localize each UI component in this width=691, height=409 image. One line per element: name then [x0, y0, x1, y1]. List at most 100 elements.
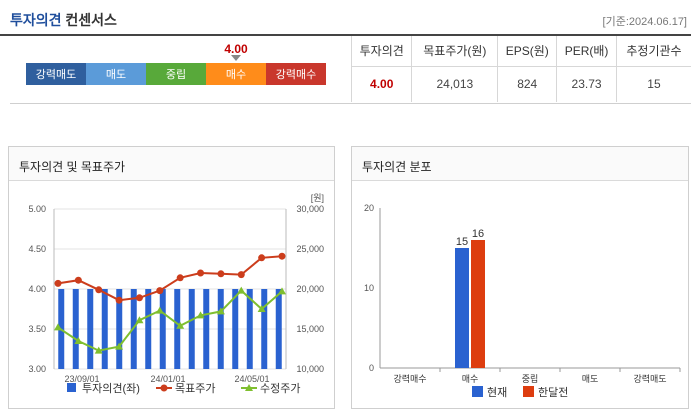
x-tick-label: 24/05/01 [234, 374, 269, 384]
target-price-point [197, 269, 205, 277]
y-tick-label: 0 [369, 363, 374, 373]
consensus-table-cell: 4.00 [350, 66, 412, 102]
section-title-main: 투자의견 [10, 12, 62, 28]
legend-swatch [523, 386, 534, 397]
opinion-scale-segment: 매도 [86, 63, 146, 85]
opinion-bar [217, 289, 224, 369]
adjusted-price-point [155, 306, 164, 314]
opinion-bar [232, 289, 239, 369]
consensus-table-header-cell: 투자의견 [350, 36, 412, 67]
y-left-tick-label: 5.00 [28, 204, 46, 214]
adjusted-price-point [237, 286, 246, 294]
bar-value-label: 16 [472, 228, 484, 240]
opinion-target-price-chart: 5.00 4.50 4.00 3.50 3.00 30,000 25,000 20,000 15… [28, 193, 324, 395]
target-price-point [95, 286, 103, 294]
y-right-tick-label: 20,000 [296, 284, 324, 294]
target-price-point [156, 287, 164, 295]
target-price-line [57, 255, 283, 302]
category-label: 강력매수 [393, 373, 426, 384]
consensus-header: 투자의견 컨센서스 [기준:2024.06.17] [0, 0, 691, 36]
legend-swatch [67, 383, 76, 392]
panel-title: 투자의견 및 목표주가 [9, 147, 334, 181]
consensus-table-header-cell: 추정기관수 [615, 36, 691, 67]
consensus-score-pointer-icon [231, 55, 241, 61]
opinion-distribution-panel: 투자의견 분포 20 10 0 강력매수 매수 15 16 중립 매도 강력매도 현재 한달전 [351, 146, 689, 409]
consensus-table-cell: 15 [615, 66, 691, 102]
adjusted-price-point [176, 321, 185, 329]
legend-label: 투자의견(좌) [82, 382, 140, 395]
target-price-point [54, 279, 62, 287]
legend-label: 목표주가 [175, 382, 215, 395]
adjusted-price-point [94, 346, 103, 354]
distribution-bar [455, 248, 469, 368]
category-label: 매도 [582, 374, 599, 384]
x-tick-label: 24/01/01 [150, 374, 185, 384]
target-price-point [278, 252, 286, 260]
opinion-scale: 강력매도 매도 중립 매수 강력매수 [26, 63, 326, 85]
opinion-bar [145, 289, 152, 369]
consensus-table-cell: 24,013 [411, 66, 498, 102]
consensus-score-marker-value: 4.00 [224, 42, 248, 56]
target-price-point [217, 270, 225, 278]
adjusted-price-point [196, 311, 205, 319]
opinion-bar [203, 289, 210, 369]
consensus-table-cell: 824 [497, 66, 557, 102]
panel-title: 투자의견 분포 [352, 147, 688, 181]
adjusted-price-point [74, 337, 83, 344]
opinion-bar [188, 289, 195, 369]
legend-label: 수정주가 [260, 382, 300, 395]
adjusted-price-point [257, 305, 266, 312]
y-left-tick-label: 4.50 [28, 244, 46, 254]
consensus-table: 투자의견 목표주가(원) EPS(원) PER(배) 추정기관수 4.00 24,013 8… [350, 36, 691, 102]
category-label: 중립 [522, 374, 539, 384]
consensus-summary: 4.00 강력매도 매도 중립 매수 강력매수 투자의견 목표주가(원) EPS(원) PER… [10, 36, 691, 104]
legend-swatch [160, 384, 168, 392]
opinion-bar [261, 289, 268, 369]
adjusted-price-point [135, 316, 144, 324]
category-label: 강력매도 [633, 373, 666, 384]
adjusted-price-line [57, 289, 283, 352]
opinion-scale-segment: 매수 [206, 63, 266, 85]
opinion-bar [246, 289, 253, 369]
opinion-bar [72, 289, 79, 369]
y-right-tick-label: 15,000 [296, 324, 324, 334]
adjusted-price-point [278, 287, 286, 295]
consensus-table-header-cell: 목표주가(원) [411, 36, 498, 67]
section-title-sub: 컨센서스 [65, 12, 117, 28]
adjusted-price-point [115, 342, 124, 350]
opinion-target-price-panel: 투자의견 및 목표주가 5.00 4.50 4.00 3.50 3.00 30,000 25… [8, 146, 335, 409]
legend-label: 현재 [487, 386, 507, 399]
reference-date: [기준:2024.06.17] [602, 16, 687, 28]
y-left-tick-label: 3.50 [28, 324, 46, 334]
target-price-point [237, 271, 245, 279]
opinion-bar [275, 289, 282, 369]
consensus-table-header: 투자의견 목표주가(원) EPS(원) PER(배) 추정기관수 [350, 36, 691, 67]
target-price-point [135, 294, 143, 302]
target-price-point [74, 276, 82, 284]
y-right-tick-label: 25,000 [296, 244, 324, 254]
y-left-tick-label: 3.00 [28, 364, 46, 374]
target-price-point [115, 296, 123, 304]
consensus-table-header-cell: PER(배) [556, 36, 617, 67]
legend-label: 한달전 [538, 386, 568, 399]
opinion-scale-segment: 강력매도 [26, 63, 86, 85]
consensus-table-header-cell: EPS(원) [497, 36, 557, 67]
target-price-point [258, 254, 266, 262]
category-label: 매수 [462, 374, 479, 384]
consensus-table-row: 4.00 24,013 824 23.73 15 [350, 66, 691, 102]
legend-swatch [472, 386, 483, 397]
opinion-bar [159, 289, 166, 369]
opinion-bar [116, 289, 123, 369]
section-title: 투자의견 컨센서스 [10, 10, 117, 30]
x-tick-label: 23/09/01 [64, 374, 99, 384]
adjusted-price-point [216, 307, 225, 315]
opinion-scale-segment: 강력매수 [266, 63, 326, 85]
y-right-unit-label: [원] [311, 193, 324, 203]
adjusted-price-point [54, 323, 62, 331]
opinion-bar [174, 289, 181, 369]
consensus-table-cell: 23.73 [556, 66, 617, 102]
target-price-point [176, 274, 184, 282]
y-right-tick-label: 10,000 [296, 364, 324, 374]
y-tick-label: 20 [364, 203, 374, 213]
